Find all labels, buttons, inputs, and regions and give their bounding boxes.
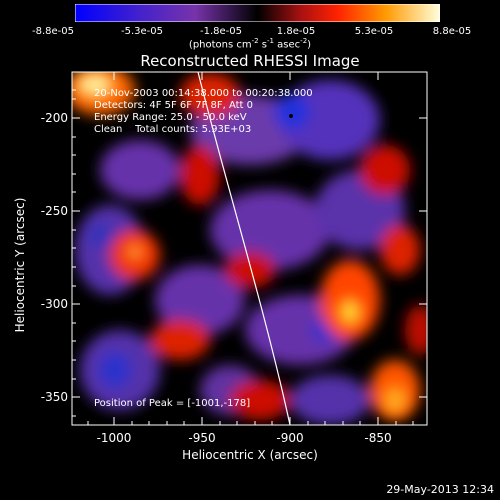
units-text: asec — [274, 39, 301, 51]
info-time-range: 20-Nov-2003 00:14:38.000 to 00:20:38.000 — [94, 88, 313, 99]
colorbar-units: (photons cm-2 s-1 asec-2) — [0, 37, 500, 50]
peak-marker — [289, 114, 293, 118]
x-tick-marks — [87, 72, 414, 425]
units-text: ) — [307, 39, 312, 51]
info-clean: Clean Total counts: 5.93E+03 — [94, 124, 252, 135]
y-tick-label: -350 — [40, 390, 68, 404]
units-sup: -2 — [251, 37, 259, 45]
info-detectors: Detectors: 4F 5F 6F 7F 8F, Att 0 — [94, 100, 254, 111]
x-tick-label: -850 — [364, 431, 392, 445]
y-tick-label: -300 — [40, 297, 68, 311]
y-tick-label: -200 — [40, 111, 68, 125]
colorbar-tick: -1.8e-05 — [200, 26, 242, 37]
image-blobs — [72, 72, 427, 425]
solar-limb-line — [197, 71, 291, 426]
colorbar-tick: -8.8e-05 — [32, 26, 74, 37]
colorbar-tick: -5.3e-05 — [121, 26, 163, 37]
x-tick-label: -950 — [188, 431, 216, 445]
x-tick-label: -900 — [276, 431, 304, 445]
timestamp: 29-May-2013 12:34 — [386, 483, 494, 496]
plot-title: Reconstructed RHESSI Image — [140, 52, 360, 70]
units-sup: -2 — [300, 37, 308, 45]
y-axis-label: Heliocentric Y (arcsec) — [13, 197, 27, 333]
units-text: s — [258, 39, 268, 51]
colorbar-tick: 5.3e-05 — [354, 26, 394, 37]
colorbar-tick: 1.8e-05 — [276, 26, 316, 37]
x-tick-label: -1000 — [96, 431, 132, 445]
y-tick-marks — [72, 89, 427, 417]
y-tick-label: -250 — [40, 204, 68, 218]
x-axis-label: Heliocentric X (arcsec) — [182, 448, 318, 462]
info-peak-position: Position of Peak = [-1001,-178] — [94, 398, 251, 409]
colorbar-tick: 8.8e-05 — [432, 26, 472, 37]
info-energy: Energy Range: 25.0 - 50.0 keV — [94, 112, 247, 123]
units-sup: -1 — [267, 37, 274, 45]
units-text: (photons cm — [188, 39, 252, 51]
